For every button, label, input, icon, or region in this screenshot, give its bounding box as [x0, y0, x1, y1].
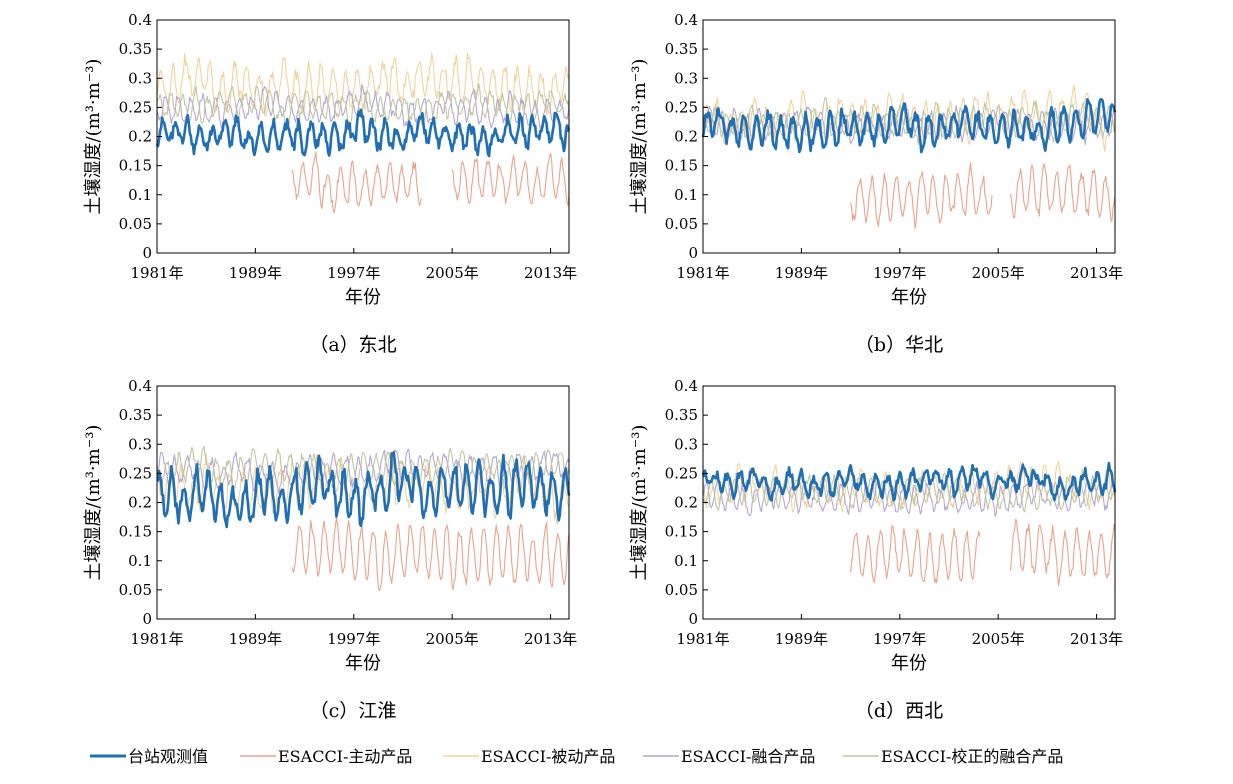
y-tick-label: 0.4: [128, 11, 152, 29]
x-tick-label: 2005年: [426, 630, 479, 648]
legend-label: ESACCI-主动产品: [278, 747, 412, 766]
y-tick-label: 0.05: [119, 581, 152, 599]
legend: 台站观测值 ESACCI-主动产品 ESACCI-被动产品 ESACCI-融合产品 ES…: [90, 747, 1063, 766]
legend-label: ESACCI-被动产品: [481, 747, 615, 766]
chart-panel-4: 0 0.05 0.1 0.15 0.2 0.25 0.3 0.35 0.4 1981年 1989年 1…: [629, 377, 1123, 722]
y-tick-label: 0.05: [665, 581, 698, 599]
y-tick-label: 0.1: [674, 186, 698, 204]
legend-item-4: ESACCI-融合产品: [643, 747, 815, 766]
y-tick-label: 0.4: [674, 11, 698, 29]
y-tick-label: 0.2: [128, 128, 152, 146]
y-tick-label: 0: [688, 610, 698, 628]
x-axis-label: 年份: [345, 287, 381, 308]
x-tick-label: 2013年: [1070, 630, 1123, 648]
y-tick-label: 0.35: [665, 40, 698, 58]
y-tick-label: 0.1: [128, 552, 152, 570]
x-tick-label: 2013年: [524, 264, 577, 282]
series-line-active: [850, 518, 1116, 587]
y-tick-label: 0.35: [665, 406, 698, 424]
y-tick-label: 0.3: [674, 435, 698, 453]
y-tick-label: 0.35: [119, 406, 152, 424]
y-axis-label: 土壤湿度/(m³·m⁻³): [629, 425, 650, 581]
y-axis-label: 土壤湿度/(m³·m⁻³): [83, 425, 104, 581]
x-tick-label: 2005年: [426, 264, 479, 282]
x-tick-label: 1997年: [873, 630, 926, 648]
panel-caption: （d）西北: [855, 700, 943, 722]
plot-frame: [702, 385, 1116, 620]
y-tick-label: 0.15: [665, 157, 698, 175]
series-line-combined: [156, 84, 570, 131]
x-tick-label: 2013年: [1070, 264, 1123, 282]
x-tick-label: 1981年: [676, 630, 729, 648]
y-tick-label: 0.05: [665, 215, 698, 233]
y-tick-label: 0.2: [128, 494, 152, 512]
y-tick-label: 0.2: [674, 128, 698, 146]
legend-item-5: ESACCI-校正的融合产品: [843, 747, 1063, 766]
x-tick-label: 1997年: [327, 264, 380, 282]
panel-caption: （c）江淮: [310, 700, 397, 722]
y-tick-label: 0.25: [665, 464, 698, 482]
x-tick-label: 1989年: [775, 630, 828, 648]
x-tick-label: 1981年: [130, 264, 183, 282]
chart-panel-2: 0 0.05 0.1 0.15 0.2 0.25 0.3 0.35 0.4 1981年 1989年 1…: [629, 11, 1123, 356]
series-line-adjusted: [156, 83, 570, 127]
y-tick-label: 0.25: [119, 98, 152, 116]
legend-label: ESACCI-校正的融合产品: [881, 747, 1063, 766]
y-tick-label: 0.3: [128, 435, 152, 453]
y-tick-label: 0: [688, 244, 698, 262]
chart-panel-1: 0 0.05 0.1 0.15 0.2 0.25 0.3 0.35 0.4 1981年 1989年 1…: [83, 11, 577, 356]
x-tick-label: 1989年: [229, 264, 282, 282]
x-axis-label: 年份: [891, 653, 927, 674]
y-tick-label: 0: [142, 244, 152, 262]
x-tick-label: 2013年: [524, 630, 577, 648]
y-tick-label: 0.25: [665, 98, 698, 116]
y-tick-label: 0.25: [119, 464, 152, 482]
y-tick-label: 0.1: [674, 552, 698, 570]
y-tick-label: 0.15: [119, 157, 152, 175]
series-line-active: [291, 516, 570, 592]
y-tick-label: 0.2: [674, 494, 698, 512]
y-tick-label: 0.4: [674, 377, 698, 395]
legend-label: 台站观测值: [128, 747, 208, 766]
panel-caption: （a）东北: [309, 334, 396, 356]
y-tick-label: 0.3: [674, 69, 698, 87]
series-line-obs: [156, 451, 571, 529]
y-axis-label: 土壤湿度/(m³·m⁻³): [629, 59, 650, 215]
x-tick-label: 2005年: [972, 264, 1025, 282]
x-tick-label: 1981年: [676, 264, 729, 282]
x-axis-label: 年份: [891, 287, 927, 308]
y-tick-label: 0.15: [119, 523, 152, 541]
y-tick-label: 0.15: [665, 523, 698, 541]
y-tick-label: 0.3: [128, 69, 152, 87]
chart-panel-3: 0 0.05 0.1 0.15 0.2 0.25 0.3 0.35 0.4 1981年 1989年 1…: [83, 377, 577, 722]
series-line-passive: [156, 52, 570, 117]
y-tick-label: 0.1: [128, 186, 152, 204]
legend-label: ESACCI-融合产品: [681, 747, 815, 766]
x-tick-label: 1989年: [775, 264, 828, 282]
series-line-adjusted: [156, 445, 570, 490]
y-axis-label: 土壤湿度/(m³·m⁻³): [83, 59, 104, 215]
legend-item-3: ESACCI-被动产品: [443, 747, 615, 766]
y-tick-label: 0.35: [119, 40, 152, 58]
x-tick-label: 1989年: [229, 630, 282, 648]
y-tick-label: 0.05: [119, 215, 152, 233]
series-line-active: [850, 162, 1116, 229]
y-tick-label: 0.4: [128, 377, 152, 395]
x-tick-label: 1981年: [130, 630, 183, 648]
series-line-obs: [155, 108, 571, 158]
panel-caption: （b）华北: [855, 334, 943, 356]
x-tick-label: 2005年: [972, 630, 1025, 648]
x-tick-label: 1997年: [327, 630, 380, 648]
x-axis-label: 年份: [345, 653, 381, 674]
series-line-active: [291, 152, 570, 214]
x-tick-label: 1997年: [873, 264, 926, 282]
legend-item-2: ESACCI-主动产品: [240, 747, 412, 766]
series-line-obs: [701, 461, 1117, 502]
series-line-obs: [701, 97, 1117, 154]
legend-item-1: 台站观测值: [90, 747, 208, 766]
y-tick-label: 0: [142, 610, 152, 628]
